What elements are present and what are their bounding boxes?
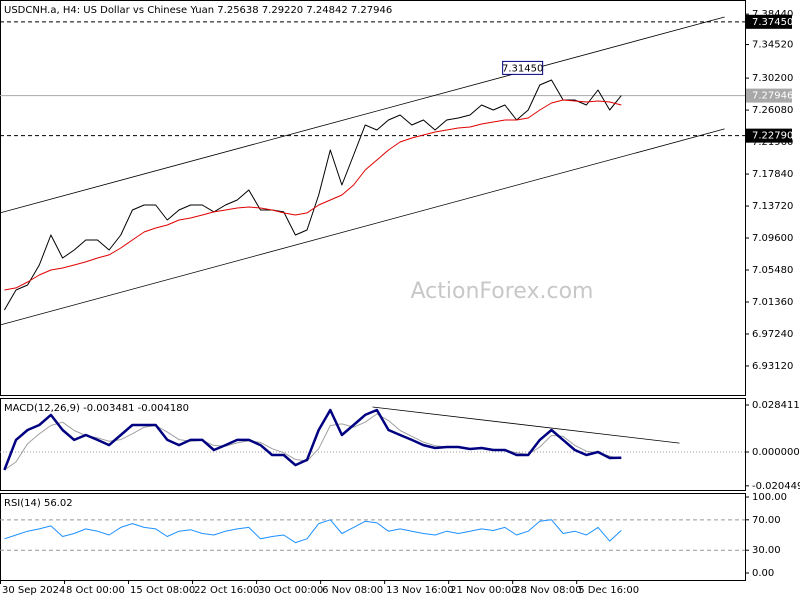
level-label: 7.27946: [752, 91, 793, 102]
series-line: [3, 408, 622, 471]
watermark: ActionForex.com: [411, 279, 594, 304]
series-line: [4, 519, 622, 544]
y-tick-label: 7.01360: [752, 297, 793, 308]
level-label-box: [746, 128, 792, 143]
panel-frame: [0, 398, 746, 491]
y-tick-label: 7.30200: [752, 73, 793, 84]
y-tick-label: 0.00: [752, 568, 774, 579]
x-tick-label: 5 Dec 16:00: [578, 585, 639, 596]
x-tick-label: 22 Oct 16:00: [194, 585, 259, 596]
series-line: [4, 99, 622, 291]
panel-frame: [0, 493, 746, 581]
series-line: [3, 79, 622, 311]
level-label-box: [746, 14, 792, 29]
series-line: [372, 406, 680, 444]
y-tick-label: 0.028411: [752, 400, 800, 411]
panel-title: RSI(14) 56.02: [4, 498, 73, 509]
x-tick-label: 28 Nov 08:00: [514, 585, 581, 596]
x-tick-label: 30 Sep 2024: [2, 585, 65, 596]
x-tick-label: 13 Nov 16:00: [386, 585, 453, 596]
panel-frame: [0, 0, 746, 396]
axis-background: [746, 398, 800, 491]
axis-background: [746, 493, 800, 581]
y-tick-label: 7.17840: [752, 169, 793, 180]
x-tick-label: 8 Oct 00:00: [66, 585, 125, 596]
y-tick-label: 70.00: [752, 515, 781, 526]
panel-title: USDCNH.a, H4: US Dollar vs Chinese Yuan …: [4, 5, 392, 16]
x-tick-label: 21 Nov 00:00: [450, 585, 517, 596]
y-tick-label: 6.93120: [752, 361, 793, 372]
level-label: 7.37450: [752, 17, 793, 28]
axis-background: [746, 0, 800, 396]
y-tick-label: -0.020449: [752, 481, 800, 492]
level-label: 7.22790: [752, 131, 793, 142]
annotation: 7.31450: [502, 63, 543, 74]
y-tick-label: 30.00: [752, 545, 781, 556]
y-tick-label: 7.26080: [752, 105, 793, 116]
y-tick-label: 100.00: [752, 492, 787, 503]
y-tick-label: 7.34520: [752, 40, 793, 51]
x-tick-label: 15 Oct 08:00: [130, 585, 195, 596]
series-line: [0, 128, 725, 326]
x-tick-label: 6 Nov 08:00: [322, 585, 383, 596]
level-label-box: [746, 88, 792, 103]
y-tick-label: 7.13720: [752, 201, 793, 212]
y-tick-label: 7.38440: [752, 9, 793, 20]
annotation-box: [502, 60, 544, 75]
x-tick-label: 30 Oct 00:00: [258, 585, 323, 596]
y-tick-label: 6.97240: [752, 329, 793, 340]
series-line: [4, 413, 622, 471]
y-tick-label: 7.05480: [752, 265, 793, 276]
y-tick-label: 0.000000: [752, 447, 800, 458]
panel-title: MACD(12,26,9) -0.003481 -0.004180: [4, 403, 189, 414]
y-tick-label: 7.09600: [752, 233, 793, 244]
series-line: [0, 16, 725, 214]
